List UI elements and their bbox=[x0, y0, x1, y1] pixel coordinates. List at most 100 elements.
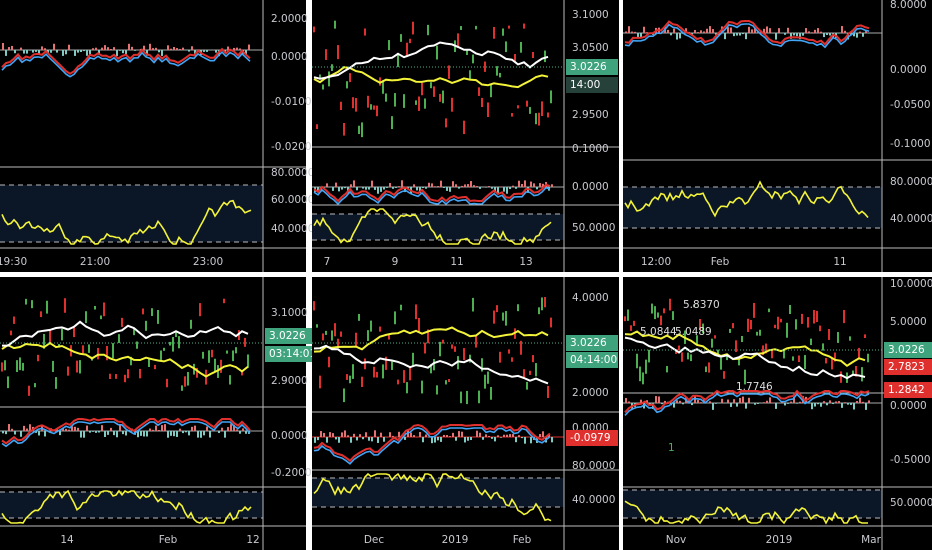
histogram-bar bbox=[371, 180, 373, 187]
histogram-bar bbox=[68, 44, 70, 50]
histogram-bar bbox=[434, 186, 436, 187]
histogram-bar bbox=[149, 43, 151, 50]
rsi-band bbox=[312, 478, 564, 507]
histogram-bar bbox=[829, 33, 831, 36]
histogram-bar bbox=[640, 33, 642, 38]
price-badge bbox=[884, 342, 932, 358]
rsi-line bbox=[313, 208, 552, 245]
histogram-bar bbox=[715, 33, 717, 35]
histogram-bar bbox=[32, 50, 34, 53]
histogram-bar bbox=[158, 50, 160, 53]
histogram-bar bbox=[65, 428, 67, 431]
histogram-bar bbox=[667, 29, 669, 33]
histogram-bar bbox=[446, 187, 448, 191]
histogram-bar bbox=[823, 33, 825, 38]
histogram-bar bbox=[113, 431, 115, 436]
histogram-bar bbox=[314, 437, 316, 443]
histogram-bar bbox=[29, 50, 31, 51]
histogram-bar bbox=[473, 185, 475, 187]
histogram-bar bbox=[215, 50, 217, 53]
histogram-bar bbox=[730, 27, 732, 33]
histogram-bar bbox=[461, 185, 463, 187]
histogram-bar bbox=[143, 431, 145, 437]
histogram-bar bbox=[362, 187, 364, 189]
histogram-bar bbox=[793, 397, 795, 403]
moving-average bbox=[313, 344, 549, 385]
chart-panel: 10.0000 5.0000 0.0000 -0.5000 50.0000 3.0226 2… bbox=[623, 277, 932, 550]
histogram-bar bbox=[754, 403, 756, 405]
histogram-bar bbox=[814, 29, 816, 33]
histogram-bar bbox=[431, 437, 433, 444]
price-label: 50.0000 bbox=[572, 222, 615, 234]
histogram-bar bbox=[185, 431, 187, 433]
histogram-bar bbox=[137, 431, 139, 438]
time-label: 14 bbox=[60, 534, 74, 546]
time-label: Mar bbox=[861, 534, 881, 546]
price-badge bbox=[265, 328, 317, 344]
histogram-bar bbox=[8, 47, 10, 50]
histogram-bar bbox=[817, 403, 819, 405]
histogram-bar bbox=[404, 437, 406, 440]
histogram-bar bbox=[365, 432, 367, 437]
rsi-line bbox=[1, 199, 252, 245]
histogram-bar bbox=[820, 403, 822, 407]
histogram-bar bbox=[754, 28, 756, 33]
histogram-bar bbox=[119, 50, 121, 51]
chart-panel: 3.1000 2.9000 0.0000 -0.2000 3.0226 03:14:01 1… bbox=[0, 277, 317, 550]
histogram-bar bbox=[862, 401, 864, 403]
chart-panel: 2.0000 0.0000 -0.0100 -0.0200 80.0000 60.0000… bbox=[0, 0, 314, 272]
histogram-bar bbox=[104, 431, 106, 437]
histogram-bar bbox=[167, 45, 169, 50]
price-badge bbox=[566, 430, 618, 446]
histogram-bar bbox=[673, 28, 675, 33]
histogram-bar bbox=[419, 187, 421, 194]
histogram-bar bbox=[14, 50, 16, 54]
histogram-bar bbox=[542, 183, 544, 187]
histogram-bar bbox=[131, 46, 133, 50]
badge-text: 14:00 bbox=[570, 79, 600, 91]
histogram-bar bbox=[485, 434, 487, 437]
histogram-bar bbox=[536, 187, 538, 190]
histogram-bar bbox=[476, 186, 478, 187]
price-label: 3.0500 bbox=[572, 42, 609, 54]
histogram-bar bbox=[362, 437, 364, 440]
histogram-bar bbox=[239, 48, 241, 50]
histogram-bar bbox=[521, 184, 523, 187]
macd-line bbox=[313, 427, 551, 465]
histogram-bar bbox=[383, 187, 385, 190]
histogram-bar bbox=[437, 186, 439, 187]
histogram-bar bbox=[826, 403, 828, 406]
histogram-bar bbox=[332, 433, 334, 437]
histogram-bar bbox=[494, 187, 496, 193]
histogram-bar bbox=[122, 50, 124, 54]
histogram-bar bbox=[542, 431, 544, 437]
histogram-bar bbox=[865, 31, 867, 33]
signal-line bbox=[313, 423, 551, 463]
histogram-bar bbox=[808, 403, 810, 404]
moving-average bbox=[313, 66, 549, 89]
histogram-bar bbox=[125, 431, 127, 436]
histogram-bar bbox=[389, 432, 391, 437]
histogram-bar bbox=[506, 434, 508, 437]
histogram-bar bbox=[790, 401, 792, 403]
histogram-bar bbox=[350, 437, 352, 443]
histogram-bar bbox=[697, 400, 699, 403]
price-label: -0.0200 bbox=[271, 141, 312, 153]
histogram-bar bbox=[446, 435, 448, 437]
histogram-bar bbox=[458, 187, 460, 189]
histogram-bar bbox=[838, 401, 840, 403]
price-label: 80.0000 bbox=[890, 176, 932, 188]
histogram-bar bbox=[152, 429, 154, 431]
histogram-bar bbox=[5, 50, 7, 56]
histogram-bar bbox=[862, 33, 864, 37]
chart-note: 5.0489 bbox=[675, 326, 712, 338]
histogram-bar bbox=[709, 401, 711, 403]
histogram-bar bbox=[539, 433, 541, 437]
histogram-bar bbox=[640, 399, 642, 403]
histogram-bar bbox=[718, 33, 720, 36]
histogram-bar bbox=[506, 187, 508, 194]
histogram-bar bbox=[521, 437, 523, 439]
rsi-band bbox=[0, 185, 263, 242]
price-label: 0.0000 bbox=[572, 181, 609, 193]
moving-average bbox=[313, 326, 549, 353]
